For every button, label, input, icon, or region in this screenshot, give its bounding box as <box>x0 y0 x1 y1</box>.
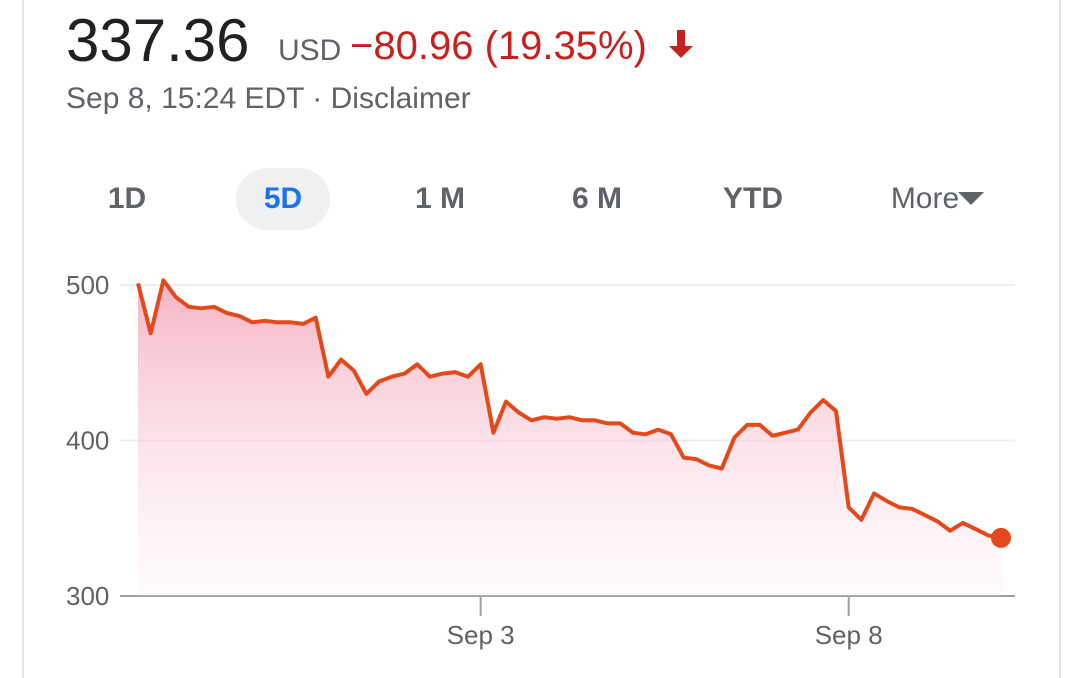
y-tick-label: 400 <box>66 426 109 456</box>
y-tick-label: 500 <box>66 270 109 300</box>
area <box>138 280 1001 596</box>
change-text: −80.96 (19.35%) <box>350 24 647 68</box>
dropdown-arrow <box>958 192 984 205</box>
range-tab[interactable]: YTD <box>723 182 783 215</box>
currency: USD <box>278 34 342 67</box>
x-tick-label: Sep 3 <box>447 620 515 650</box>
down-arrow <box>669 30 693 58</box>
y-tick-label: 300 <box>66 581 109 611</box>
timestamp-row: Sep 8, 15:24 EDT · Disclaimer <box>66 82 471 116</box>
card <box>22 0 1061 678</box>
price-line <box>136 278 1002 540</box>
range-tab[interactable]: 1 M <box>414 182 465 215</box>
separator: · <box>312 82 323 115</box>
range-tab[interactable]: 6 M <box>571 182 622 215</box>
range-tab[interactable]: More <box>890 182 960 215</box>
price: 337.36 <box>66 7 250 74</box>
x-tick-label: Sep 8 <box>815 620 883 650</box>
change: −80.96 (19.35%) <box>350 24 698 69</box>
timestamp: Sep 8, 15:24 EDT <box>66 82 304 115</box>
range-tab[interactable]: 5D <box>236 168 330 230</box>
range-tab[interactable]: 1D <box>107 182 147 215</box>
disclaimer[interactable]: Disclaimer <box>330 82 471 115</box>
last-point <box>991 527 1011 548</box>
